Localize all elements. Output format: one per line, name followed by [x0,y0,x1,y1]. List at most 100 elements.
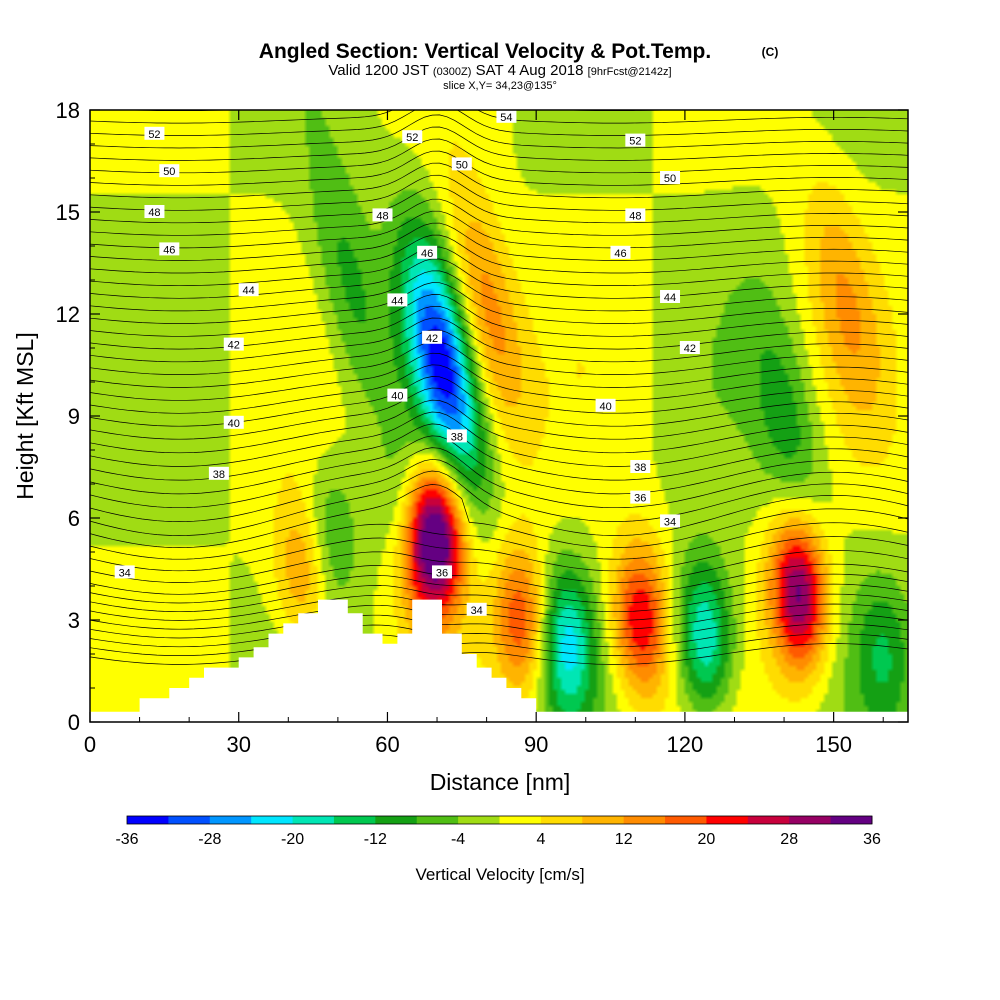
plot-area: 52 50 48 46 44 42 40 38 34 52 48 46 44 42 40 38 36 34 54 50… [90,93,908,722]
contour-label-text: 38 [634,462,646,474]
contour-label-bg [144,205,165,218]
contour-label-text: 36 [634,493,646,505]
theta-contour [90,643,908,665]
y-tick-label: 9 [68,404,80,429]
colorbar-tick-label: -28 [198,831,221,848]
theta-contour [90,352,908,401]
contour-label-text: 50 [664,173,676,185]
contour-label-bg [372,208,393,222]
colorbar-swatch [416,816,459,824]
theta-contour [90,536,908,572]
theta-contour [90,186,908,224]
x-tick-label: 90 [524,732,548,757]
colorbar-swatch [292,816,335,824]
contour-label: 40 [223,415,244,430]
contour-label-bg [114,565,135,579]
contour-label-text: 42 [426,333,438,345]
theta-contour [90,93,908,98]
contour-label-text: 52 [629,136,641,148]
contour-label-bg [159,164,180,178]
theta-contour [90,411,908,467]
y-axis-label: Height [Kft MSL] [12,332,38,499]
theta-contour [90,317,908,363]
contour-label: 34 [466,602,487,617]
contour-label: 54 [496,110,517,124]
contour-label: 34 [114,565,135,579]
colorbar-ticks: -36 -28 -20 -12 -4 4 12 20 28 36 [115,831,881,848]
theta-contour [90,234,908,274]
contour-label-bg [159,242,180,256]
title-unit: (C) [762,45,779,59]
theta-contour [90,282,908,324]
contour-label: 52 [144,126,165,141]
x-tick-label: 0 [84,732,96,757]
theta-contour [90,341,908,388]
contour-label: 44 [238,283,259,297]
contour-label-text: 44 [391,295,403,307]
colorbar-tick-label: -20 [281,831,304,848]
contour-label-bg [223,337,244,351]
contour-label: 52 [625,133,646,148]
contour-label-text: 46 [421,248,433,260]
contour-label: 52 [402,130,423,144]
chart-subtitle: Valid 1200 JST (0300Z) SAT 4 Aug 2018 [9… [328,62,671,79]
contour-label: 36 [431,565,452,579]
y-tick-label: 0 [68,710,80,735]
contour-label-bg [660,290,681,303]
x-tick-label: 150 [815,732,852,757]
contour-label-bg [208,466,229,480]
contour-label-text: 46 [614,248,626,260]
contour-label-text: 38 [213,469,225,481]
contour-label-text: 48 [629,210,641,222]
theta-contour [90,198,908,236]
contour-label-text: 34 [471,605,483,617]
theta-contour [117,110,679,112]
contour-label: 48 [625,208,646,222]
colorbar-swatch [747,816,790,824]
contour-label-text: 48 [376,210,388,222]
contour-label-bg [630,460,651,473]
colorbar-tick-label: 20 [698,831,716,848]
contour-label: 42 [679,341,700,355]
colorbar-swatch [251,816,294,824]
contour-label: 36 [630,490,651,505]
contour-label: 38 [208,466,229,481]
x-tick-label: 60 [375,732,399,757]
contour-label-text: 44 [243,285,255,297]
contour-labels: 52 50 48 46 44 42 40 38 34 52 48 46 44 42 40 38 36 34 54 50… [114,110,700,617]
x-tick-label: 30 [226,732,250,757]
colorbar [126,815,873,825]
colorbar-swatch [209,816,252,824]
contour-label-text: 46 [163,244,175,256]
chart-title: Angled Section: Vertical Velocity & Pot.… [259,40,711,63]
colorbar-swatch [623,816,666,824]
contour-label: 38 [630,460,651,474]
colorbar-tick-label: 28 [780,831,798,848]
contour-label-bg [595,398,616,412]
contour-label: 46 [159,242,180,256]
contour-label-bg [402,130,423,144]
theta-contour [90,114,908,149]
contour-label: 50 [451,157,472,171]
y-tick-label: 15 [56,200,80,225]
colorbar-tick-label: 12 [615,831,633,848]
potential-temperature-contours [90,93,908,665]
contour-label-text: 52 [406,132,418,144]
colorbar-swatch [665,816,707,824]
theta-contour [90,613,908,639]
contour-label-bg [625,208,646,222]
contour-label-text: 42 [228,340,240,352]
theta-contour [90,162,908,199]
colorbar-swatch [789,816,832,824]
contour-label-text: 48 [148,207,160,219]
contour-label-bg [422,330,443,344]
theta-contour [90,294,908,337]
colorbar-swatch [333,816,376,824]
colorbar-tick-label: 36 [863,831,881,848]
contour-label-bg [679,341,700,354]
contour-label-text: 34 [119,567,131,579]
contour-label: 46 [417,245,438,260]
colorbar-tick-label: -4 [451,831,465,848]
